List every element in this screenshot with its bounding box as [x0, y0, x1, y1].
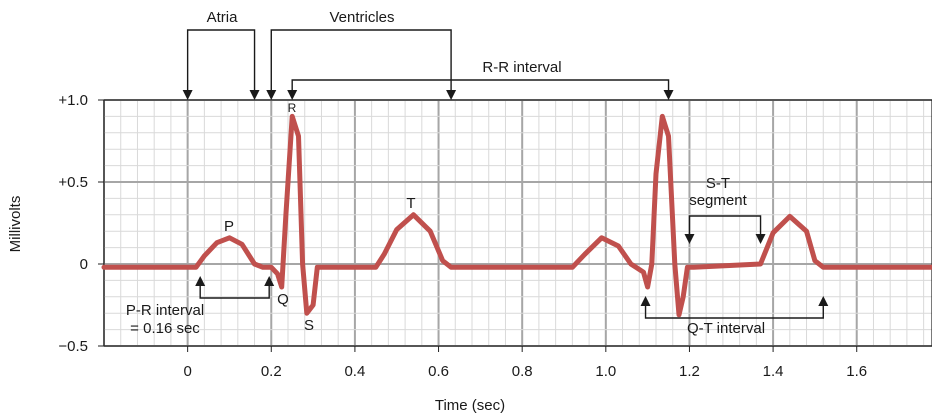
x-axis-label: Time (sec) — [435, 397, 505, 414]
wave-label-q: Q — [277, 291, 289, 308]
qt-interval-bracket — [644, 300, 824, 319]
wave-label-s: S — [304, 317, 314, 334]
axis-ticks: 0 0.2 0.4 0.6 0.8 1.0 1.2 1.4 1.6 +1.0 +0.5 0 −0.5 — [58, 92, 867, 380]
rr-arrow-left — [287, 90, 298, 100]
atria-arrow-right — [249, 90, 260, 100]
label-st-1: S-T — [706, 175, 730, 192]
st-segment-bracket — [688, 215, 762, 240]
rr-arrow-right — [663, 90, 674, 100]
wave-label-r: R — [288, 101, 297, 115]
pr-arrow-right — [264, 276, 275, 286]
x-tick-label: 1.6 — [846, 363, 867, 380]
x-tick-label: 0.2 — [261, 363, 282, 380]
x-tick-label: 0.6 — [428, 363, 449, 380]
label-ventricles: Ventricles — [329, 9, 394, 26]
atria-arrow-left — [182, 90, 193, 100]
ventricles-bracket — [270, 29, 452, 96]
qt-arrow-left — [640, 296, 651, 306]
wave-label-t: T — [406, 195, 415, 212]
pr-arrow-left — [195, 276, 206, 286]
y-tick-label: 0 — [80, 256, 88, 273]
st-arrow-right — [755, 234, 766, 244]
st-arrow-left — [684, 234, 695, 244]
y-tick-label: −0.5 — [58, 338, 88, 355]
x-tick-label: 0.8 — [512, 363, 533, 380]
y-tick-label: +1.0 — [58, 92, 88, 109]
x-tick-label: 1.4 — [763, 363, 784, 380]
label-atria: Atria — [207, 9, 239, 26]
x-tick-label: 1.2 — [679, 363, 700, 380]
label-pr-2: = 0.16 sec — [130, 320, 200, 337]
rr-interval-bracket — [291, 79, 670, 96]
ventricles-arrow-left — [266, 90, 277, 100]
wave-label-p: P — [224, 218, 234, 235]
annotations — [182, 29, 829, 319]
label-rr-interval: R-R interval — [482, 59, 561, 76]
x-tick-label: 0 — [183, 363, 191, 380]
label-pr-1: P-R interval — [126, 302, 204, 319]
pr-interval-bracket — [199, 280, 270, 299]
plot-frame — [103, 99, 932, 347]
x-tick-label: 0.4 — [344, 363, 365, 380]
y-tick-label: +0.5 — [58, 174, 88, 191]
x-tick-label: 1.0 — [595, 363, 616, 380]
label-st-2: segment — [689, 192, 747, 209]
atria-bracket — [186, 29, 256, 96]
y-axis-label: Millivolts — [7, 196, 24, 253]
label-qt-interval: Q-T interval — [687, 320, 765, 337]
qt-arrow-right — [818, 296, 829, 306]
ecg-trace-line — [101, 113, 932, 318]
ventricles-arrow-right — [446, 90, 457, 100]
